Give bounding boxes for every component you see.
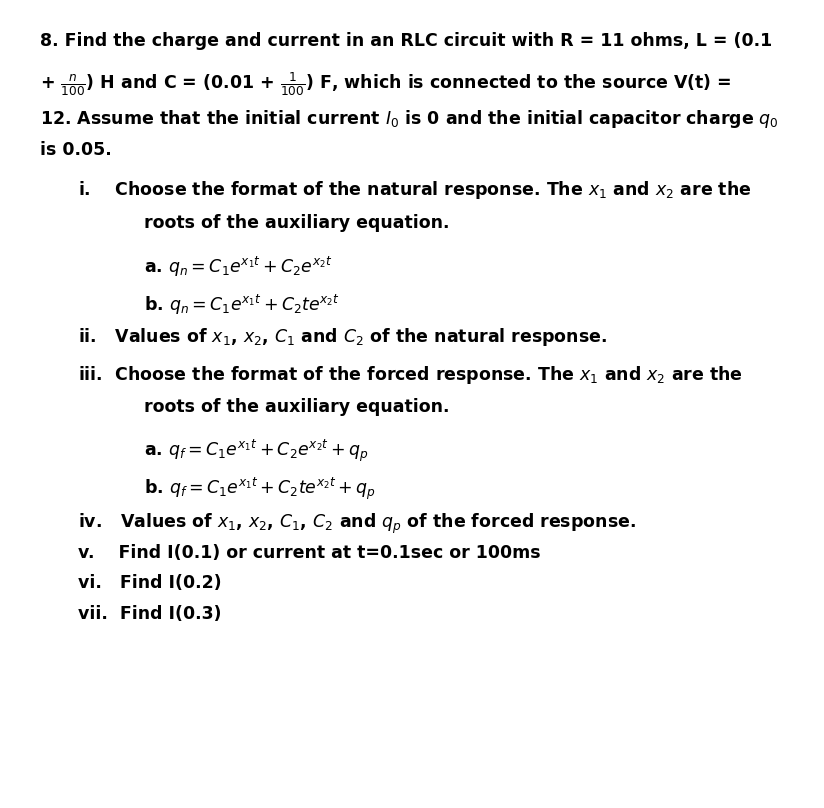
Text: a. $q_f = C_1e^{x_1 t} + C_2e^{x_2 t} + q_p$: a. $q_f = C_1e^{x_1 t} + C_2e^{x_2 t} + … <box>144 438 369 465</box>
Text: roots of the auxiliary equation.: roots of the auxiliary equation. <box>144 214 450 232</box>
Text: a. $q_n = C_1e^{x_1 t} + C_2e^{x_2 t}$: a. $q_n = C_1e^{x_1 t} + C_2e^{x_2 t}$ <box>144 255 333 279</box>
Text: + $\frac{n}{100}$) H and C = (0.01 + $\frac{1}{100}$) F, which is connected to t: + $\frac{n}{100}$) H and C = (0.01 + $\f… <box>40 70 731 98</box>
Text: vi.   Find I(0.2): vi. Find I(0.2) <box>78 574 222 592</box>
Text: 8. Find the charge and current in an RLC circuit with R = 11 ohms, L = (0.1: 8. Find the charge and current in an RLC… <box>40 32 772 50</box>
Text: ii.   Values of $x_1$, $x_2$, $C_1$ and $C_2$ of the natural response.: ii. Values of $x_1$, $x_2$, $C_1$ and $C… <box>78 326 607 348</box>
Text: b. $q_n = C_1e^{x_1 t} + C_2te^{x_2 t}$: b. $q_n = C_1e^{x_1 t} + C_2te^{x_2 t}$ <box>144 292 340 317</box>
Text: iii.  Choose the format of the forced response. The $x_1$ and $x_2$ are the: iii. Choose the format of the forced res… <box>78 364 743 385</box>
Text: b. $q_f = C_1e^{x_1 t} + C_2te^{x_2 t} + q_p$: b. $q_f = C_1e^{x_1 t} + C_2te^{x_2 t} +… <box>144 476 377 503</box>
Text: i.    Choose the format of the natural response. The $x_1$ and $x_2$ are the: i. Choose the format of the natural resp… <box>78 179 751 201</box>
Text: is 0.05.: is 0.05. <box>40 141 111 158</box>
Text: v.    Find I(0.1) or current at t=0.1sec or 100ms: v. Find I(0.1) or current at t=0.1sec or… <box>78 544 541 562</box>
Text: vii.  Find I(0.3): vii. Find I(0.3) <box>78 605 222 623</box>
Text: roots of the auxiliary equation.: roots of the auxiliary equation. <box>144 398 450 416</box>
Text: 12. Assume that the initial current $I_0$ is 0 and the initial capacitor charge : 12. Assume that the initial current $I_0… <box>40 108 779 130</box>
Text: iv.   Values of $x_1$, $x_2$, $C_1$, $C_2$ and $q_p$ of the forced response.: iv. Values of $x_1$, $x_2$, $C_1$, $C_2$… <box>78 511 636 536</box>
